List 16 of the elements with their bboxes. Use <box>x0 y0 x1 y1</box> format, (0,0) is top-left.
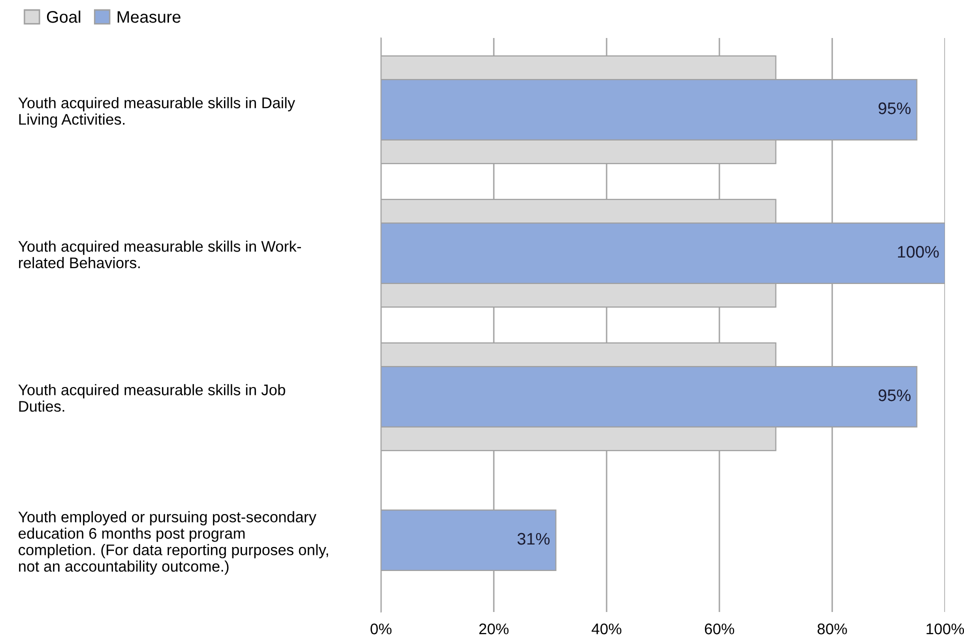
legend-label: Goal <box>46 10 80 23</box>
x-tick-label: 0% <box>370 624 392 634</box>
x-tick-label: 60% <box>704 624 734 634</box>
x-tick-label: 80% <box>818 624 847 634</box>
y-tick-label: Youth acquired measurable skills in Job Duties. <box>18 384 286 412</box>
data-label: 31% <box>517 532 550 545</box>
data-label: 95% <box>878 102 911 114</box>
x-tick-label: 40% <box>592 624 622 634</box>
data-label: 95% <box>878 389 911 402</box>
y-tick-label: Youth employed or pursuing post-secondary education 6 months post program completion. (For data reporting purposes only, not an accountability outcome.) <box>18 511 328 575</box>
data-label: 100% <box>898 246 939 258</box>
x-tick-label: 20% <box>479 624 509 634</box>
legend-label: Measure <box>118 11 180 23</box>
y-tick-label: Youth acquired measurable skills in Work- related Behaviors. <box>18 240 301 268</box>
x-tick-label: 100% <box>926 624 964 634</box>
y-tick-label: Youth acquired measurable skills in Daily Living Activities. <box>18 97 296 128</box>
